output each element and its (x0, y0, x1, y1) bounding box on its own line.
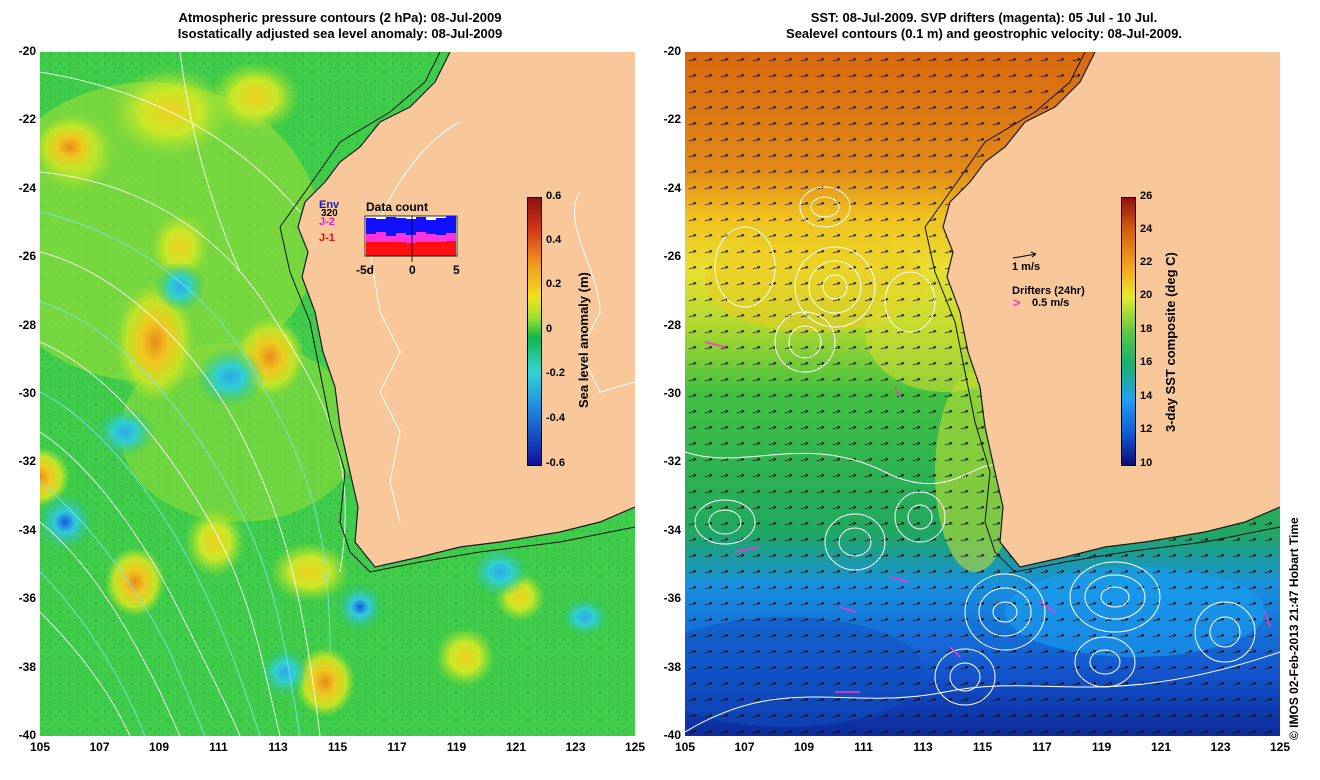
left-lat-label: -26 (18, 249, 36, 264)
left-lat-label: -34 (18, 522, 36, 537)
right-lon-label: 115 (972, 740, 993, 754)
left-lat-label: -40 (18, 728, 36, 742)
right-lon-label: 119 (1091, 740, 1112, 754)
sst-tick-8: 10 (1140, 457, 1153, 469)
left-title: Atmospheric pressure contours (2 hPa): 0… (40, 10, 640, 42)
right-title-line1: SST: 08-Jul-2009. SVP drifters (magenta)… (810, 10, 1158, 25)
left-lat-label: -30 (18, 386, 36, 400)
left-lon-label: 113 (268, 740, 288, 754)
right-lon-label: 107 (734, 740, 755, 754)
right-lat-label: -38 (663, 659, 681, 674)
sst-tick-5: 16 (1140, 356, 1153, 368)
sst-tick-4: 18 (1140, 323, 1153, 335)
sst-tick-7: 12 (1140, 423, 1153, 435)
sla-colorbar-label: Sea level anomaly (m) (576, 272, 591, 408)
inset-bars (366, 216, 456, 256)
drifters-label: Drifters (24hr) (1012, 285, 1085, 297)
drifters-scale-label: 0.5 m/s (1032, 297, 1070, 309)
sst-colorbar (1121, 197, 1136, 466)
sla-tick-0: 0.6 (546, 190, 562, 202)
left-lon-label: 123 (565, 740, 586, 754)
right-lat-label: -28 (663, 317, 681, 332)
inset-label-env: Env (319, 199, 340, 211)
left-title-line2: Isostatically adjusted sea level anomaly… (177, 26, 503, 41)
right-lon-label: 125 (1269, 740, 1291, 754)
left-lon-label: 115 (327, 740, 348, 754)
left-lon-label: 107 (89, 740, 110, 754)
left-lat-label: -32 (18, 454, 36, 469)
sla-map (40, 52, 635, 736)
sst-tick-6: 14 (1140, 390, 1153, 402)
left-lat-label: -36 (18, 591, 36, 606)
left-lon-label: 119 (446, 740, 467, 754)
sst-tick-1: 24 (1140, 223, 1153, 235)
credit-text: © IMOS 02-Feb-2013 21:47 Hobart Time (1287, 517, 1301, 740)
left-lat-label: -22 (18, 112, 36, 127)
left-lat-label: -24 (18, 180, 36, 195)
right-lat-label: -30 (663, 386, 681, 400)
inset-xtick-right: 5 (453, 263, 460, 277)
sst-colorbar-label: 3-day SST composite (deg C) (1163, 252, 1178, 432)
inset-title: Data count (366, 200, 429, 214)
right-lat-label: -36 (663, 591, 681, 606)
left-lat-label: -20 (18, 44, 36, 58)
right-lat-label: -26 (663, 249, 681, 264)
right-lon-label: 121 (1150, 740, 1172, 754)
coastline-sst (942, 52, 1280, 568)
right-lat-label: -22 (663, 112, 681, 127)
sla-tick-3: 0 (546, 323, 553, 335)
inset-label-j2: J-2 (319, 216, 335, 228)
sla-tick-5: -0.4 (546, 412, 565, 424)
right-lon-label: 111 (854, 740, 873, 754)
drifter-tracks (704, 341, 1271, 693)
right-lat-label: -34 (663, 522, 681, 537)
sst-tick-3: 20 (1140, 289, 1153, 301)
data-count-inset (364, 215, 458, 262)
inset-count: 320 (321, 208, 338, 219)
sst-map (685, 52, 1280, 736)
sla-colorbar (527, 197, 542, 466)
velocity-scale-arrow (1012, 251, 1037, 259)
inset-xtick-left: -5d (356, 263, 374, 277)
inset-xtick-mid: 0 (409, 263, 416, 277)
right-lon-label: 117 (1032, 740, 1052, 754)
left-lon-label: 121 (505, 740, 527, 754)
drifters-arrow-icon: > (1013, 295, 1021, 310)
right-lon-label: 123 (1210, 740, 1231, 754)
australia-land-sst (943, 52, 1280, 567)
sla-tick-6: -0.6 (546, 457, 565, 469)
left-lon-label: 117 (387, 740, 407, 754)
sla-tick-4: -0.2 (546, 367, 565, 379)
australia-land (298, 52, 635, 567)
right-lat-label: -24 (663, 180, 681, 195)
coastline (297, 52, 635, 568)
right-lon-label: 109 (793, 740, 815, 754)
left-title-line1: Atmospheric pressure contours (2 hPa): 0… (178, 10, 502, 25)
right-lat-label: -40 (663, 728, 681, 742)
left-lon-label: 105 (29, 740, 51, 754)
left-lon-label: 125 (624, 740, 646, 754)
sla-tick-1: 0.4 (546, 234, 562, 246)
sla-tick-2: 0.2 (546, 278, 562, 290)
right-title: SST: 08-Jul-2009. SVP drifters (magenta)… (684, 10, 1284, 42)
left-lat-label: -28 (18, 317, 36, 332)
right-lon-label: 105 (674, 740, 696, 754)
left-lon-label: 111 (209, 740, 228, 754)
sst-tick-2: 22 (1140, 256, 1153, 268)
inset-label-j1: J-1 (319, 232, 335, 244)
right-lat-label: -32 (663, 454, 681, 469)
right-title-line2: Sealevel contours (0.1 m) and geostrophi… (786, 26, 1182, 41)
left-lat-label: -38 (18, 659, 36, 674)
sst-tick-0: 26 (1140, 190, 1153, 202)
left-lon-label: 109 (148, 740, 170, 754)
right-lon-label: 113 (913, 740, 933, 754)
right-lat-label: -20 (663, 44, 681, 58)
velocity-scale-label: 1 m/s (1012, 261, 1041, 273)
